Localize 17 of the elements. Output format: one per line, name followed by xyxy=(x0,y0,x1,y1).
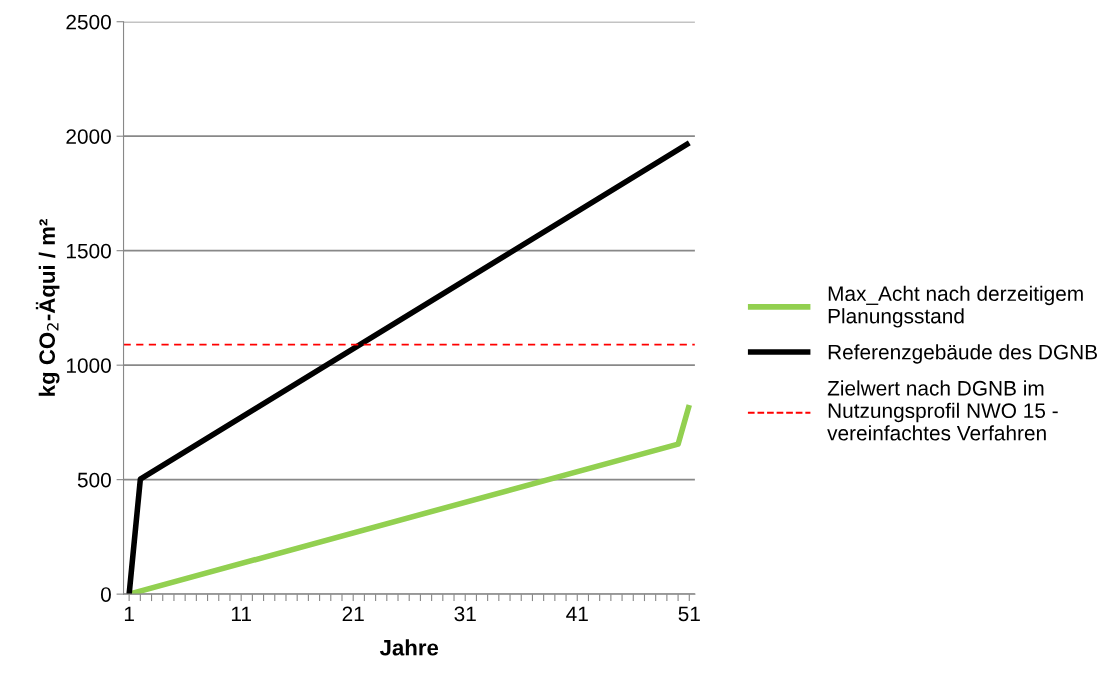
x-tick-label: 31 xyxy=(454,606,476,622)
x-axis-title: Jahre xyxy=(379,639,439,656)
x-tick-label: 11 xyxy=(231,606,251,622)
y-tick-label: 1500 xyxy=(66,243,111,259)
x-tick-label: 51 xyxy=(678,606,700,622)
y-tick-label: 1000 xyxy=(66,358,111,373)
legend-label: Referenzgebäude des DGNB xyxy=(828,344,1097,364)
legend-label: Zielwert nach DGNB im Nutzungsprofil NWO 15 - vereinfachtes Verfahren xyxy=(827,380,1058,441)
y-axis-title: kg CO$_{2}$-Äqui / m² xyxy=(35,219,60,396)
y-tick-label: 2500 xyxy=(66,14,111,30)
y-tick-label: 2000 xyxy=(66,129,111,144)
x-tick-label: 41 xyxy=(566,606,588,622)
x-tick-label: 1 xyxy=(124,606,134,622)
y-tick-label: 500 xyxy=(77,472,111,488)
x-tick-label: 21 xyxy=(342,606,364,622)
legend-label: Max_Acht nach derzeitigem Planungsstand xyxy=(828,285,1083,328)
y-tick-label: 0 xyxy=(100,587,111,602)
